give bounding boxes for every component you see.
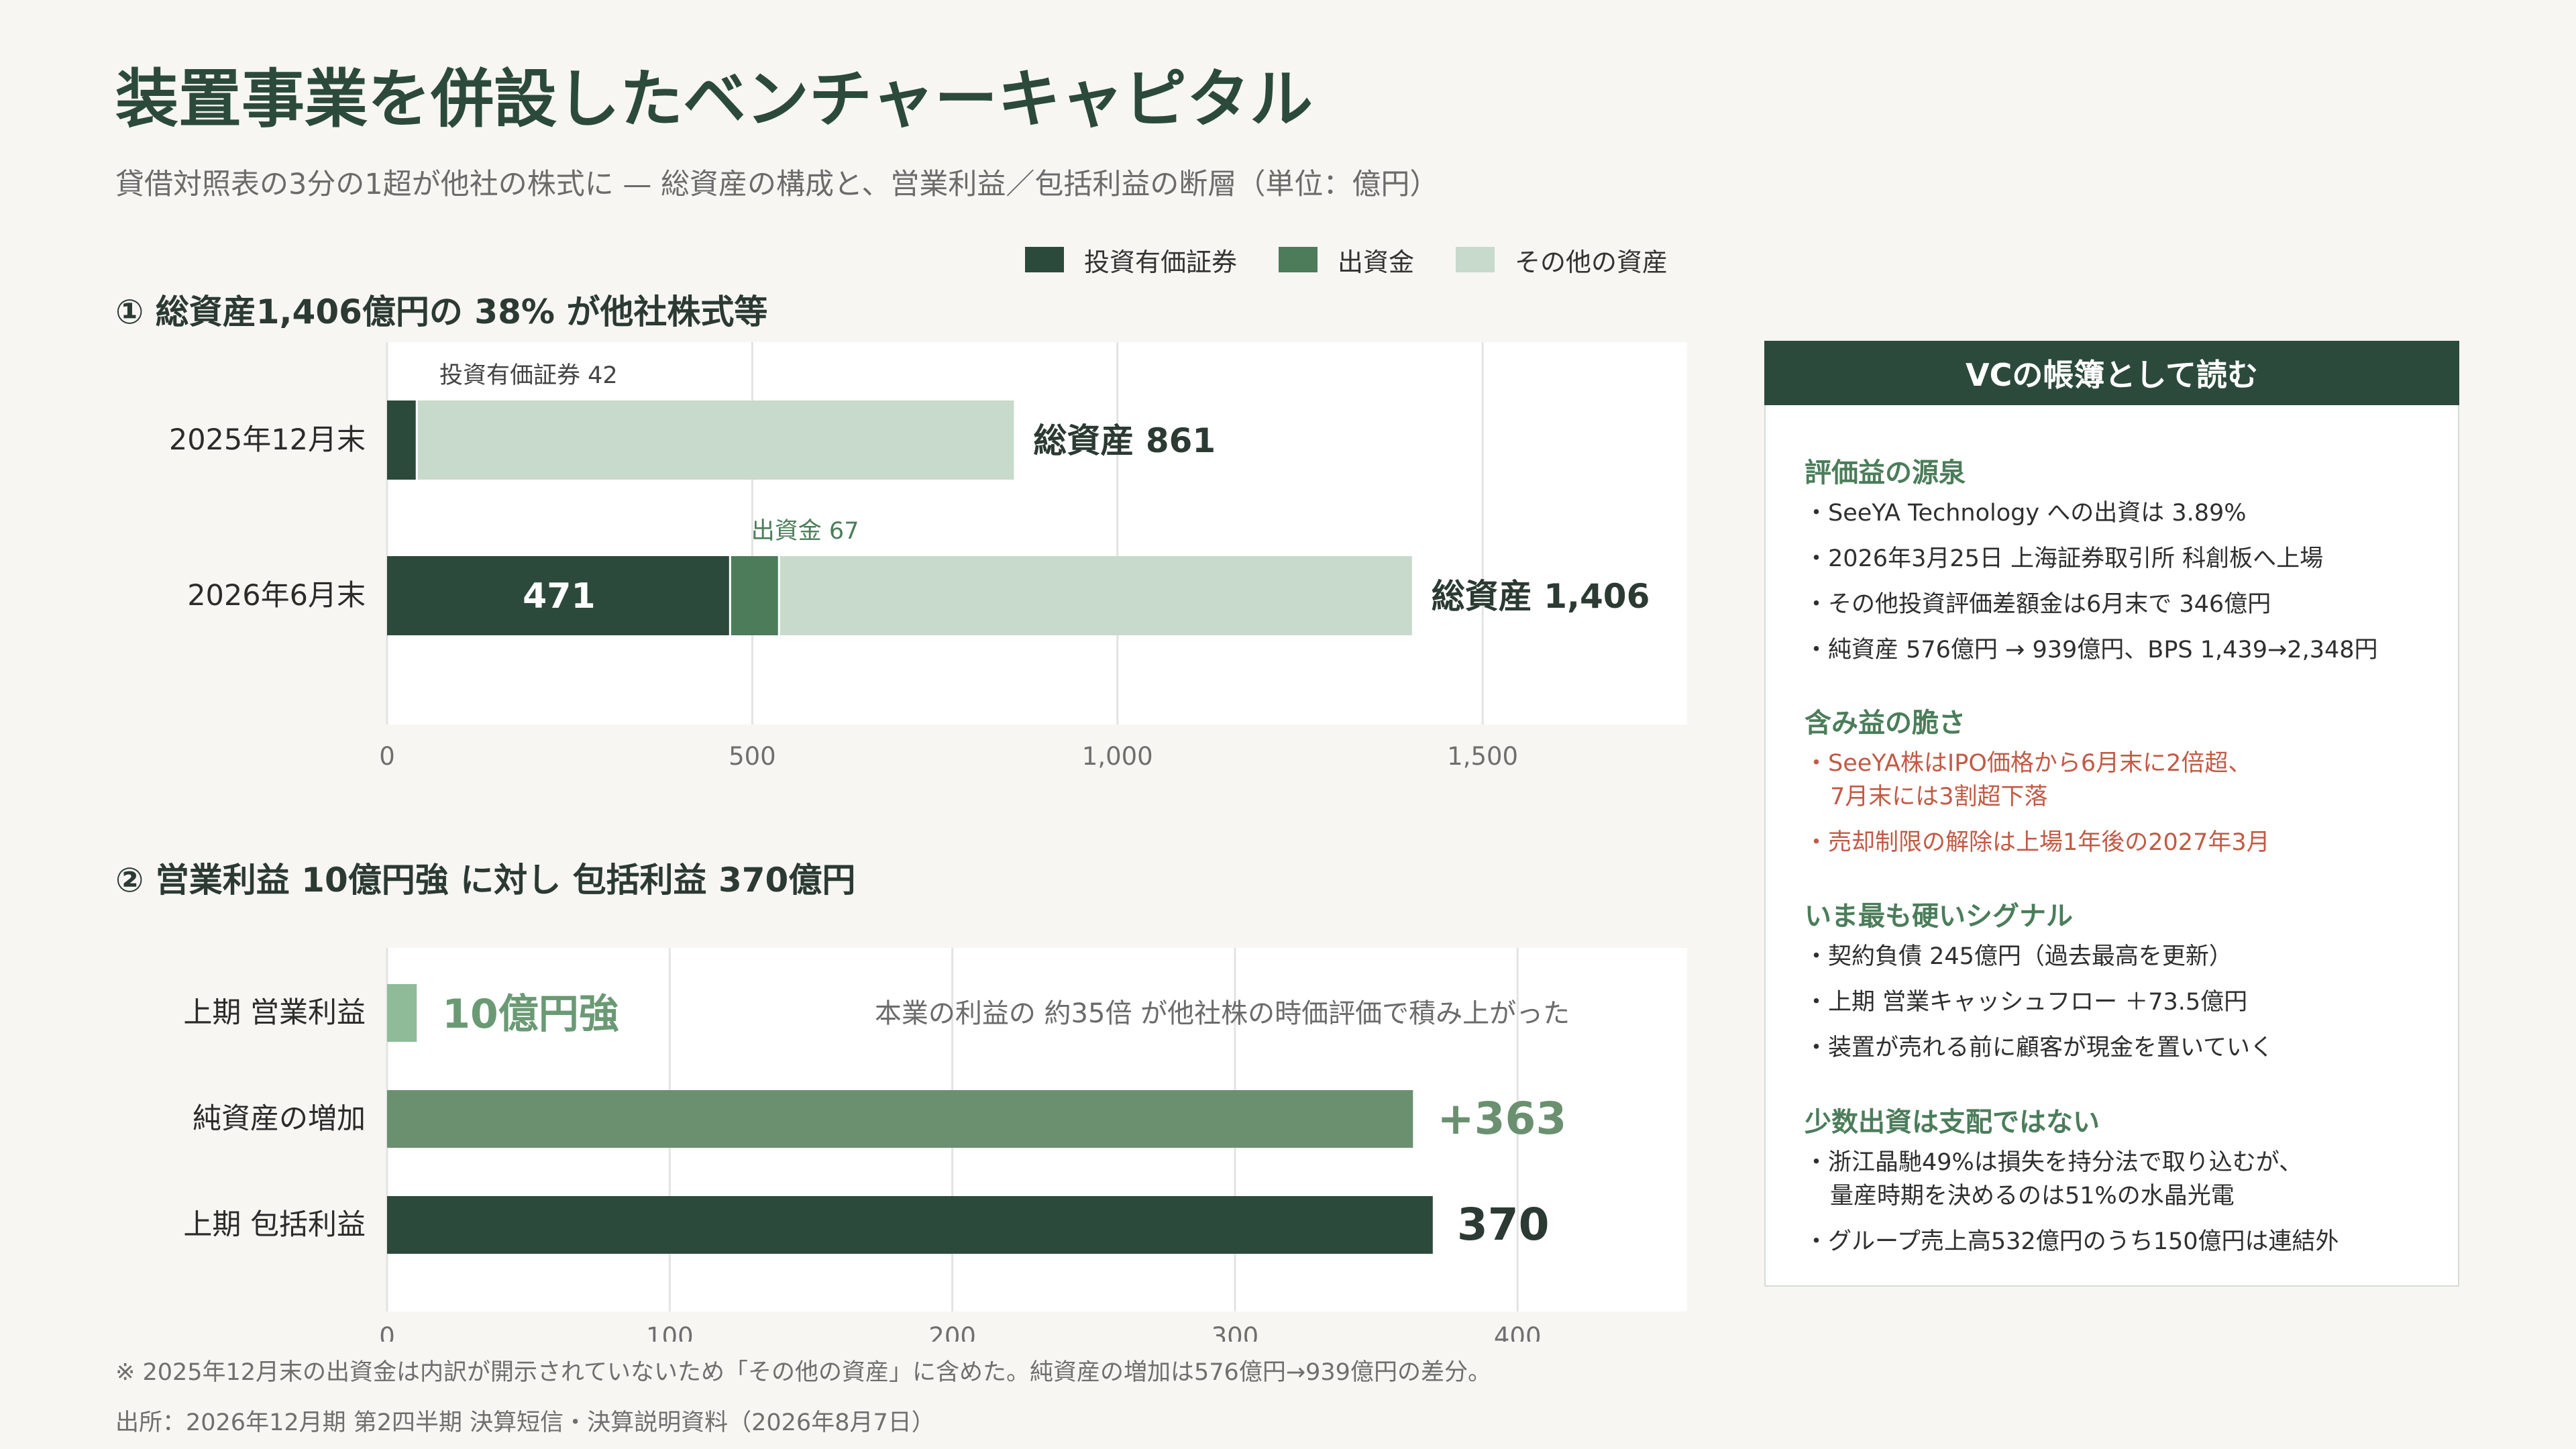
panel-item: ・純資産 576億円 → 939億円、BPS 1,439→2,348円	[1805, 637, 2378, 663]
x-tick-label: 400	[1494, 1322, 1542, 1342]
category-label: 2025年12月末	[169, 423, 366, 457]
panel-heading: 少数出資は支配ではない	[1805, 1107, 2100, 1138]
bar-segment	[387, 556, 729, 635]
panel-item-warning: ・売却制限の解除は上場1年後の2027年3月	[1805, 829, 2270, 856]
category-label: 純資産の増加	[193, 1102, 366, 1136]
chart1-assets-composition: 0 500 1,000 1,500 2025年12月末 総資産 861 2026年6月末 総資…	[169, 342, 1687, 771]
panel-heading: 評価益の源泉	[1805, 458, 1966, 488]
bar-segment	[387, 400, 416, 480]
legend-swatch-other	[1456, 247, 1495, 272]
legend-label-securities: 投資有価証券	[1084, 247, 1238, 277]
page-title: 装置事業を併設したベンチャーキャピタル	[115, 63, 1313, 136]
panel-item: ・2026年3月25日 上海証券取引所 科創板へ上場	[1805, 545, 2324, 572]
bar-segment	[417, 400, 1014, 480]
category-label: 上期 営業利益	[183, 996, 366, 1030]
total-label: 総資産 1,406	[1432, 577, 1650, 616]
category-label: 2026年6月末	[187, 579, 366, 612]
legend-label-other: その他の資産	[1515, 247, 1668, 277]
panel-item: ・上期 営業キャッシュフロー ＋73.5億円	[1805, 989, 2248, 1016]
panel-heading: いま最も硬いシグナル	[1805, 901, 2073, 932]
panel-item: ・装置が売れる前に顧客が現金を置いていく	[1805, 1034, 2273, 1061]
data-label: 471	[523, 576, 596, 616]
legend-item-other: その他の資産	[1456, 243, 1668, 277]
panel-heading: 含み益の脆さ	[1805, 708, 1966, 739]
annotation-label: 投資有価証券 42	[439, 362, 618, 389]
legend-swatch-investment	[1279, 247, 1318, 272]
chart1-heading: ① 総資産1,406億円の 38% が他社株式等	[115, 292, 768, 331]
insight-panel: VCの帳簿として読む 評価益の源泉 ・SeeYA Technology への出資…	[1764, 341, 2459, 1287]
page-subtitle: 貸借対照表の3分の1超が他社の株式に — 総資産の構成と、営業利益／包括利益の断…	[115, 168, 1439, 201]
panel-section-valuation-source: 評価益の源泉 ・SeeYA Technology への出資は 3.89% ・20…	[1805, 451, 2435, 679]
bar	[387, 984, 417, 1042]
panel-section-fragility: 含み益の脆さ ・SeeYA株はIPO価格から6月末に2倍超、 7月末には3割超下…	[1805, 701, 2435, 871]
bar-segment	[780, 556, 1412, 635]
panel-item: ・その他投資評価差額金は6月末で 346億円	[1805, 591, 2271, 618]
category-label: 上期 包括利益	[183, 1208, 366, 1242]
chart2-heading: ② 営業利益 10億円強 に対し 包括利益 370億円	[115, 861, 856, 900]
footnote: ※ 2025年12月末の出資金は内訳が開示されていないため「その他の資産」に含め…	[115, 1359, 1491, 1386]
x-tick-label: 300	[1212, 1322, 1259, 1342]
panel-section-minority: 少数出資は支配ではない ・浙江晶馳49%は損失を持分法で取り込むが、 量産時期を…	[1805, 1100, 2435, 1271]
x-tick-label: 500	[729, 742, 776, 771]
insight-panel-title: VCの帳簿として読む	[1764, 341, 2459, 405]
total-label: 総資産 861	[1033, 421, 1216, 460]
panel-item: ・SeeYA Technology への出資は 3.89%	[1805, 500, 2247, 527]
legend-swatch-securities	[1025, 247, 1064, 272]
bar	[387, 1090, 1413, 1148]
legend-label-investment: 出資金	[1338, 247, 1415, 277]
plot-area	[387, 342, 1687, 724]
x-tick-label: 0	[379, 742, 395, 771]
x-tick-label: 200	[928, 1322, 976, 1342]
x-tick-label: 1,000	[1082, 742, 1153, 771]
legend-item-investment: 出資金	[1279, 243, 1415, 277]
panel-section-hard-signal: いま最も硬いシグナル ・契約負債 245億円（過去最高を更新） ・上期 営業キャ…	[1805, 894, 2435, 1077]
legend-item-securities: 投資有価証券	[1025, 243, 1238, 277]
x-tick-label: 1,500	[1447, 742, 1518, 771]
bar	[387, 1196, 1433, 1254]
x-tick-label: 100	[646, 1322, 694, 1342]
value-label: 10億円強	[442, 991, 619, 1038]
value-label: 370	[1457, 1199, 1550, 1250]
panel-item: ・グループ売上高532億円のうち150億円は連結外	[1805, 1228, 2339, 1255]
panel-item-warning: ・SeeYA株はIPO価格から6月末に2倍超、 7月末には3割超下落	[1805, 750, 2252, 810]
panel-item: ・契約負債 245億円（過去最高を更新）	[1805, 943, 2233, 970]
annotation-label: 出資金 67	[751, 518, 859, 545]
value-label: +363	[1437, 1093, 1566, 1144]
source-note: 出所：2026年12月期 第2四半期 決算短信・決算説明資料（2026年8月7日…	[115, 1409, 935, 1436]
x-tick-label: 0	[379, 1322, 395, 1342]
chart-annotation: 本業の利益の 約35倍 が他社株の時価評価で積み上がった	[875, 998, 1570, 1029]
bar-segment	[731, 556, 778, 635]
panel-item: ・浙江晶馳49%は損失を持分法で取り込むが、 量産時期を決めるのは51%の水晶光…	[1805, 1149, 2303, 1210]
